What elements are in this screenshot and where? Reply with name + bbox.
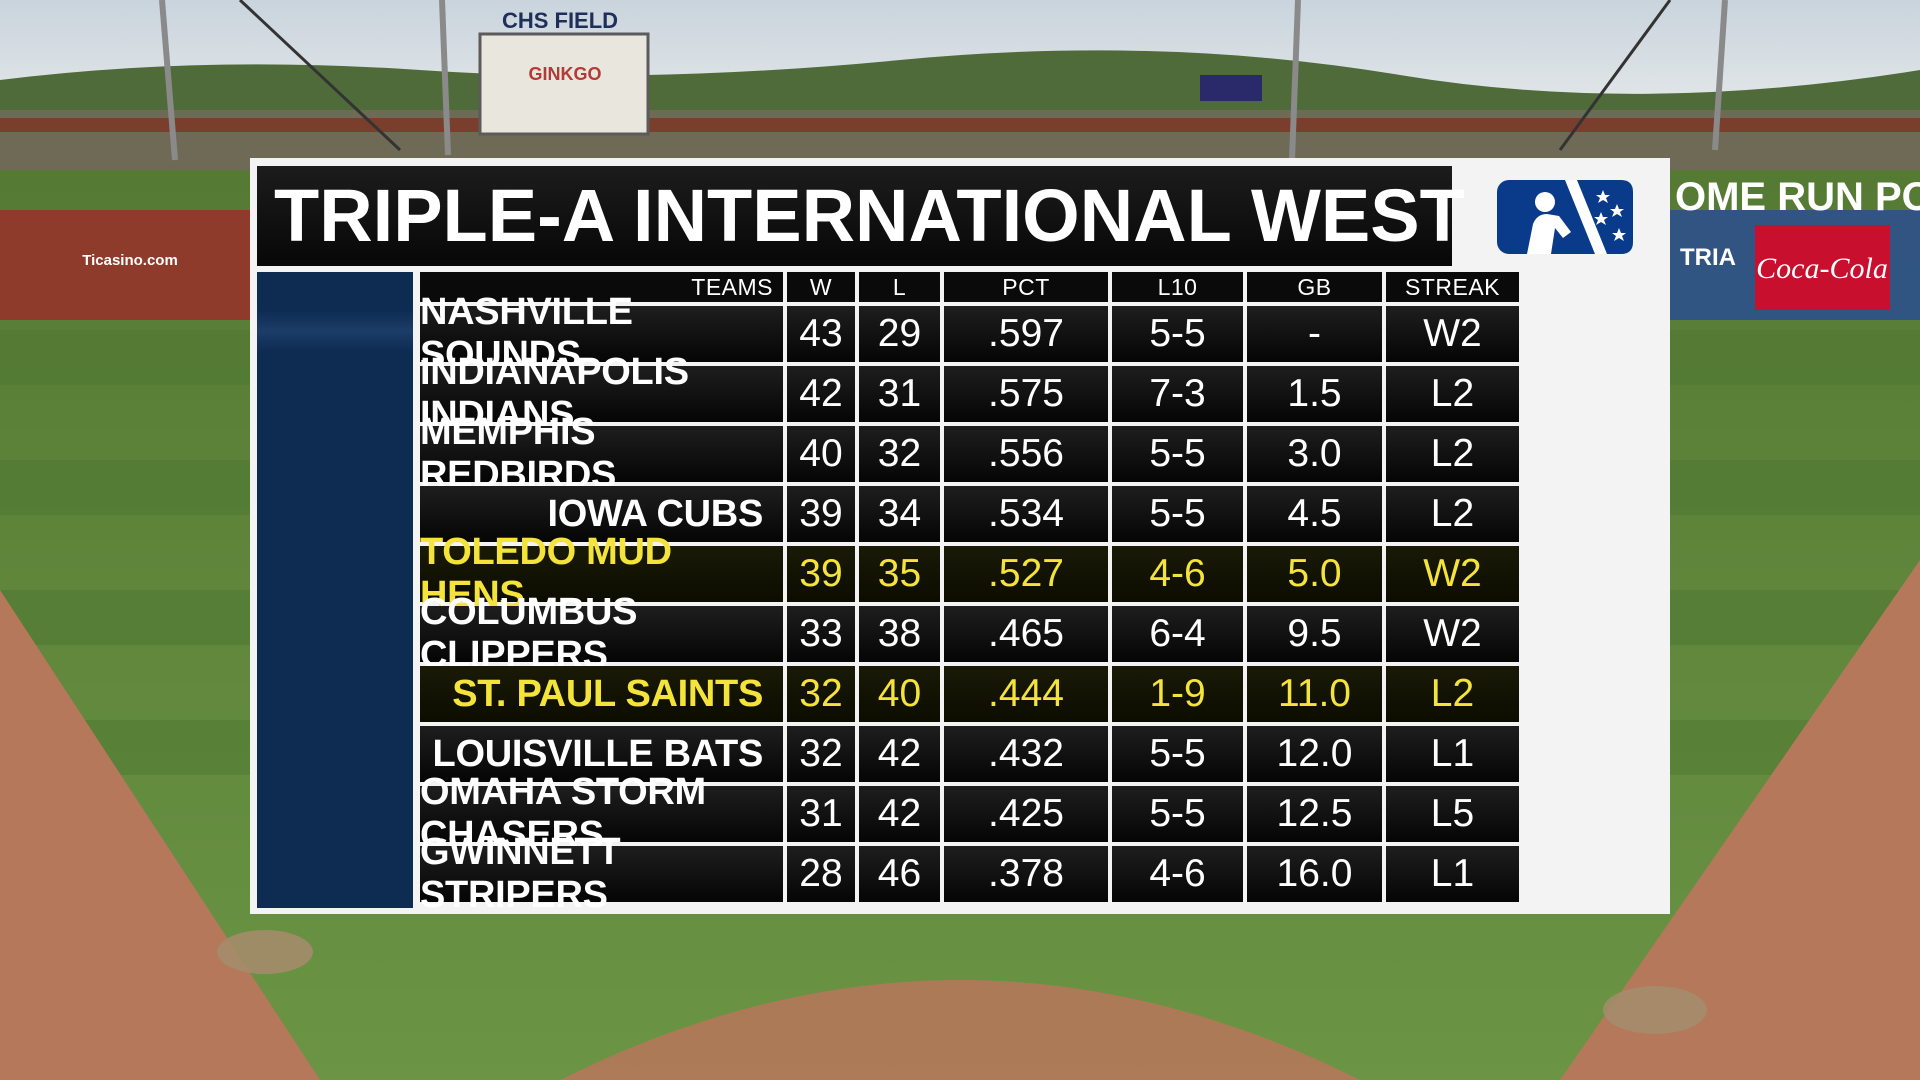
header-w: W <box>787 272 855 302</box>
pct-cell: .534 <box>944 486 1108 542</box>
pct-cell: .597 <box>944 306 1108 362</box>
streak-cell: L2 <box>1386 666 1519 722</box>
w-cell: 42 <box>787 366 855 422</box>
table-row: ST. PAUL SAINTS 32 40.444 1-9 11.0 L2 <box>420 666 1663 722</box>
gb-cell: 12.5 <box>1247 786 1382 842</box>
pct-cell: .527 <box>944 546 1108 602</box>
streak-cell: L5 <box>1386 786 1519 842</box>
streak-cell: W2 <box>1386 606 1519 662</box>
l-cell: 35 <box>859 546 940 602</box>
team-name-cell: COLUMBUS CLIPPERS <box>420 591 783 676</box>
table-row: GWINNETT STRIPERS 28 46.378 4-6 16.0 L1 <box>420 831 1663 916</box>
team-name-cell: IOWA CUBS <box>420 486 783 542</box>
w-cell: 39 <box>787 486 855 542</box>
header-l10: L10 <box>1112 272 1243 302</box>
w-cell: 28 <box>787 846 855 902</box>
streak-cell: L2 <box>1386 486 1519 542</box>
table-row: MEMPHIS REDBIRDS 40 32.556 5-5 3.0 L2 <box>420 411 1663 496</box>
gb-cell: 5.0 <box>1247 546 1382 602</box>
l10-cell: 4-6 <box>1112 546 1243 602</box>
w-cell: 32 <box>787 726 855 782</box>
navy-side-panel <box>257 272 413 908</box>
gb-cell: 1.5 <box>1247 366 1382 422</box>
pct-cell: .444 <box>944 666 1108 722</box>
l10-cell: 5-5 <box>1112 306 1243 362</box>
streak-cell: W2 <box>1386 546 1519 602</box>
team-name-cell: MEMPHIS REDBIRDS <box>420 411 783 496</box>
team-name-cell: ST. PAUL SAINTS <box>420 666 783 722</box>
pct-cell: .575 <box>944 366 1108 422</box>
w-cell: 39 <box>787 546 855 602</box>
streak-cell: L1 <box>1386 846 1519 902</box>
l-cell: 29 <box>859 306 940 362</box>
l-cell: 46 <box>859 846 940 902</box>
table-row: IOWA CUBS 39 34.534 5-5 4.5 L2 <box>420 486 1663 542</box>
w-cell: 32 <box>787 666 855 722</box>
l-cell: 40 <box>859 666 940 722</box>
streak-cell: L1 <box>1386 726 1519 782</box>
w-cell: 31 <box>787 786 855 842</box>
streak-cell: L2 <box>1386 366 1519 422</box>
header-streak: STREAK <box>1386 272 1519 302</box>
team-name-cell: NASHVILLE SOUNDS <box>420 291 783 376</box>
pct-cell: .432 <box>944 726 1108 782</box>
board-title: TRIPLE-A INTERNATIONAL WEST <box>274 174 1465 257</box>
l10-cell: 5-5 <box>1112 486 1243 542</box>
streak-cell: L2 <box>1386 426 1519 482</box>
ad-sign-label: Ticasino.com <box>82 252 178 269</box>
header-teams: TEAMS <box>420 272 783 302</box>
navy-panel-highlight <box>257 310 413 352</box>
streak-cell: W2 <box>1386 306 1519 362</box>
l10-cell: 1-9 <box>1112 666 1243 722</box>
l10-cell: 4-6 <box>1112 846 1243 902</box>
gb-cell: 11.0 <box>1247 666 1382 722</box>
standings-board: TRIPLE-A INTERNATIONAL WEST TEAMS W L PCT L1… <box>250 158 1670 916</box>
gb-cell: 16.0 <box>1247 846 1382 902</box>
l-cell: 42 <box>859 786 940 842</box>
ginkgo-sign-label: GINKGO <box>528 64 601 84</box>
pct-cell: .465 <box>944 606 1108 662</box>
title-bar: TRIPLE-A INTERNATIONAL WEST <box>257 166 1465 266</box>
team-name-cell: LOUISVILLE BATS <box>420 726 783 782</box>
gb-cell: 4.5 <box>1247 486 1382 542</box>
l-cell: 38 <box>859 606 940 662</box>
team-name-cell: GWINNETT STRIPERS <box>420 831 783 916</box>
w-cell: 40 <box>787 426 855 482</box>
pct-cell: .556 <box>944 426 1108 482</box>
mlb-logo-icon <box>1497 180 1633 254</box>
tria-sign-label: TRIA <box>1680 244 1736 271</box>
coke-sign-label: Coca-Cola <box>1756 252 1888 285</box>
l-cell: 42 <box>859 726 940 782</box>
gb-cell: 9.5 <box>1247 606 1382 662</box>
w-cell: 43 <box>787 306 855 362</box>
l-cell: 31 <box>859 366 940 422</box>
header-l: L <box>859 272 940 302</box>
pct-cell: .378 <box>944 846 1108 902</box>
table-row: LOUISVILLE BATS 32 42.432 5-5 12.0 L1 <box>420 726 1663 782</box>
header-pct: PCT <box>944 272 1108 302</box>
standings-table: TEAMS W L PCT L10 GB STREAK NASHVILLE SOUNDS 43 2… <box>420 272 1663 916</box>
l-cell: 34 <box>859 486 940 542</box>
l10-cell: 5-5 <box>1112 786 1243 842</box>
table-row: OMAHA STORM CHASERS 31 42.425 5-5 12.5 L5 <box>420 771 1663 856</box>
l10-cell: 5-5 <box>1112 426 1243 482</box>
l10-cell: 7-3 <box>1112 366 1243 422</box>
gb-cell: - <box>1247 306 1382 362</box>
l10-cell: 5-5 <box>1112 726 1243 782</box>
gb-cell: 3.0 <box>1247 426 1382 482</box>
pct-cell: .425 <box>944 786 1108 842</box>
home-run-sign-label: OME RUN PO <box>1675 175 1920 219</box>
l10-cell: 6-4 <box>1112 606 1243 662</box>
header-gb: GB <box>1247 272 1382 302</box>
mlb-logo-panel <box>1467 168 1663 264</box>
table-row: NASHVILLE SOUNDS 43 29.597 5-5- W2 <box>420 291 1663 376</box>
w-cell: 33 <box>787 606 855 662</box>
scoreboard-label: CHS FIELD <box>502 8 618 33</box>
table-row: COLUMBUS CLIPPERS 33 38.465 6-4 9.5 W2 <box>420 591 1663 676</box>
gb-cell: 12.0 <box>1247 726 1382 782</box>
l-cell: 32 <box>859 426 940 482</box>
